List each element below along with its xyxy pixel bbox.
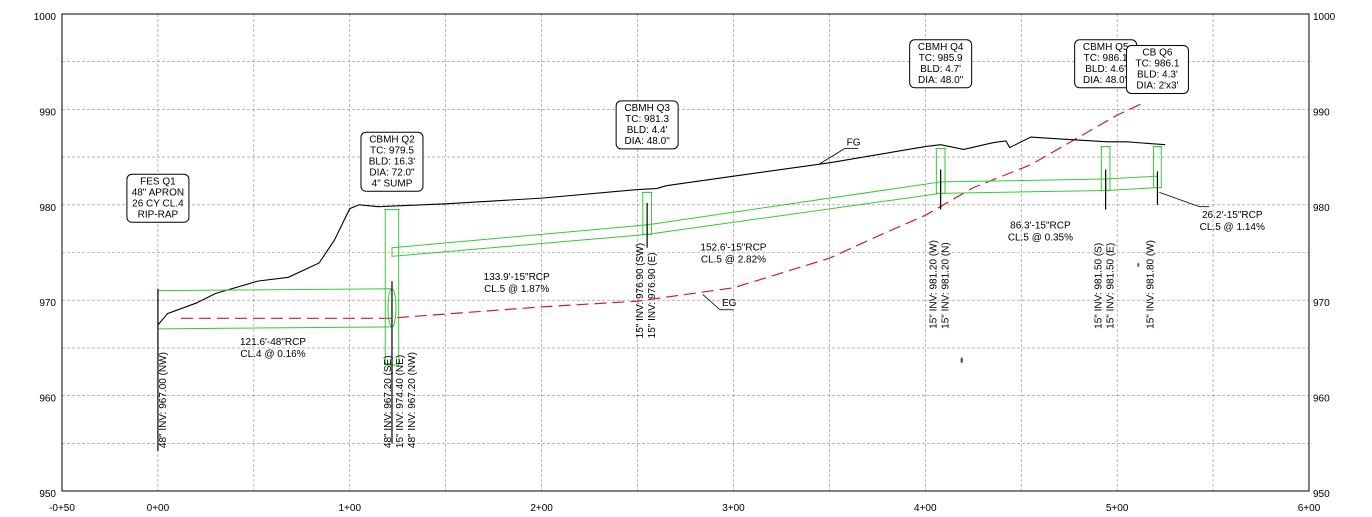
y-tick-label-left: 970 bbox=[39, 298, 56, 309]
eg-leader bbox=[702, 294, 721, 311]
callout-text: TC: 985.9 bbox=[919, 53, 963, 64]
invert-label: 48" INV: 967.00 (NW) bbox=[158, 352, 169, 448]
pipe-slope-2: CL.5 @ 1.87% bbox=[484, 284, 549, 295]
invert-label: 15" INV: 974.40 (NE) bbox=[395, 355, 406, 448]
callout-text: BLD: 4.6' bbox=[1085, 64, 1126, 75]
callout-text: DIA: 48.0" bbox=[1083, 75, 1129, 86]
y-tick-label-right: 970 bbox=[1313, 298, 1330, 309]
callout-text: TC: 986.1 bbox=[1084, 53, 1128, 64]
y-tick-label-right: 990 bbox=[1313, 107, 1330, 118]
y-tick-label-right: 1000 bbox=[1313, 12, 1336, 23]
pipe-label-2: 133.9'-15"RCP bbox=[484, 272, 550, 283]
invert-label: 15" INV: 981.20 (N) bbox=[941, 242, 952, 329]
pipe-label-4: 86.3'-15"RCP bbox=[1010, 221, 1071, 232]
pipe-2 bbox=[391, 224, 648, 257]
callout-text: BLD: 4.7' bbox=[920, 64, 961, 75]
y-tick-label-right: 960 bbox=[1313, 394, 1330, 405]
y-tick-label-right: 980 bbox=[1313, 203, 1330, 214]
x-tick-label: 3+00 bbox=[722, 503, 745, 514]
pipe-slope-1: CL.4 @ 0.16% bbox=[240, 349, 305, 360]
invert-label: 15" INV: 981.80 (W) bbox=[1145, 240, 1156, 329]
callout-text: DIA: 48.0" bbox=[918, 75, 964, 86]
callout-text: DIA: 72.0" bbox=[369, 167, 415, 178]
callout-text: DIA: 48.0" bbox=[625, 136, 671, 147]
pipe-slope-5: CL.5 @ 1.14% bbox=[1200, 222, 1265, 233]
callout-text: DIA: 2'x3' bbox=[1136, 80, 1178, 91]
callout-box-4 bbox=[909, 39, 973, 89]
marker-dot bbox=[1137, 262, 1140, 268]
invert-label: 48" INV: 967.20 (SE) bbox=[383, 355, 394, 448]
marker-dot bbox=[960, 357, 964, 364]
pipe-label-5: 26.2'-15"RCP bbox=[1202, 210, 1263, 221]
callout-box-1 bbox=[126, 173, 190, 223]
x-tick-label: 0+00 bbox=[147, 503, 170, 514]
callout-text: TC: 979.5 bbox=[370, 145, 414, 156]
y-tick-label-left: 960 bbox=[39, 394, 56, 405]
plot-frame bbox=[61, 13, 1310, 492]
invert-label: 15" INV: 981.50 (S) bbox=[1094, 243, 1105, 329]
pipe-1 bbox=[157, 288, 393, 330]
y-tick-label-left: 950 bbox=[39, 489, 56, 500]
callout-text: CBMH Q2 bbox=[369, 134, 415, 145]
x-tick-label: -0+50 bbox=[49, 503, 75, 514]
pipe-5-leader bbox=[1159, 192, 1200, 208]
callout-text: CB Q6 bbox=[1142, 47, 1172, 58]
callout-box-2 bbox=[360, 131, 424, 192]
pipe-4 bbox=[940, 178, 1107, 194]
callout-text: BLD: 4.3' bbox=[1137, 69, 1178, 80]
invert-label: 15" INV: 976.90 (E) bbox=[647, 252, 658, 338]
existing-grade-line bbox=[180, 101, 1147, 319]
callout-text: 4" SUMP bbox=[372, 178, 413, 189]
callout-text: RIP-RAP bbox=[138, 209, 179, 220]
x-tick-label: 4+00 bbox=[914, 503, 937, 514]
callout-text: BLD: 4.4' bbox=[627, 125, 668, 136]
x-tick-label: 5+00 bbox=[1106, 503, 1129, 514]
callout-text: TC: 986.1 bbox=[1135, 58, 1179, 69]
existing-grade-polyline bbox=[180, 101, 1147, 319]
y-tick-label-left: 980 bbox=[39, 203, 56, 214]
x-tick-label: 2+00 bbox=[530, 503, 553, 514]
callout-text: BLD: 16.3' bbox=[369, 156, 415, 167]
callout-text: FES Q1 bbox=[140, 176, 176, 187]
callout-box-6 bbox=[1125, 44, 1189, 94]
invert-label: 15" INV: 981.50 (E) bbox=[1106, 243, 1117, 329]
invert-label: 15" INV: 976.90 (SW) bbox=[635, 243, 646, 338]
pipe-slope-4: CL.5 @ 0.35% bbox=[1008, 233, 1073, 244]
callout-text: CBMH Q5 bbox=[1083, 42, 1129, 53]
pipe-label-1: 121.6'-48"RCP bbox=[240, 337, 306, 348]
y-tick-label-left: 990 bbox=[39, 107, 56, 118]
fg-label: FG bbox=[847, 138, 861, 149]
grid-lines bbox=[62, 14, 1309, 491]
y-tick-label-right: 950 bbox=[1313, 489, 1330, 500]
y-tick-label-left: 1000 bbox=[34, 12, 57, 23]
callout-text: 48" APRON bbox=[132, 187, 184, 198]
finished-grade-polyline bbox=[157, 136, 1166, 326]
structures bbox=[157, 146, 1163, 451]
pipe-3 bbox=[646, 181, 942, 235]
callout-text: CBMH Q4 bbox=[918, 42, 964, 53]
x-tick-label: 1+00 bbox=[339, 503, 362, 514]
fg-leader bbox=[819, 148, 845, 165]
pipe-5 bbox=[1105, 175, 1158, 192]
callout-text: 26 CY CL.4 bbox=[132, 198, 184, 209]
callout-text: TC: 981.3 bbox=[625, 114, 669, 125]
eg-label: EG bbox=[722, 298, 737, 309]
axes: 950 950 960 960 970 970 980 980 990 990 1000 1000 -0… bbox=[34, 12, 1336, 514]
x-tick-label: 6+00 bbox=[1298, 503, 1321, 514]
finished-grade-line bbox=[157, 136, 1166, 326]
invert-label: 15" INV: 981.20 (W) bbox=[929, 240, 940, 329]
pipe-label-3: 152.6'-15"RCP bbox=[700, 243, 766, 254]
callout-text: CBMH Q3 bbox=[624, 103, 670, 114]
invert-label: 48" INV: 967.20 (NW) bbox=[407, 352, 418, 448]
pipe-slope-3: CL.5 @ 2.82% bbox=[701, 255, 766, 266]
callout-box-3 bbox=[615, 100, 679, 150]
